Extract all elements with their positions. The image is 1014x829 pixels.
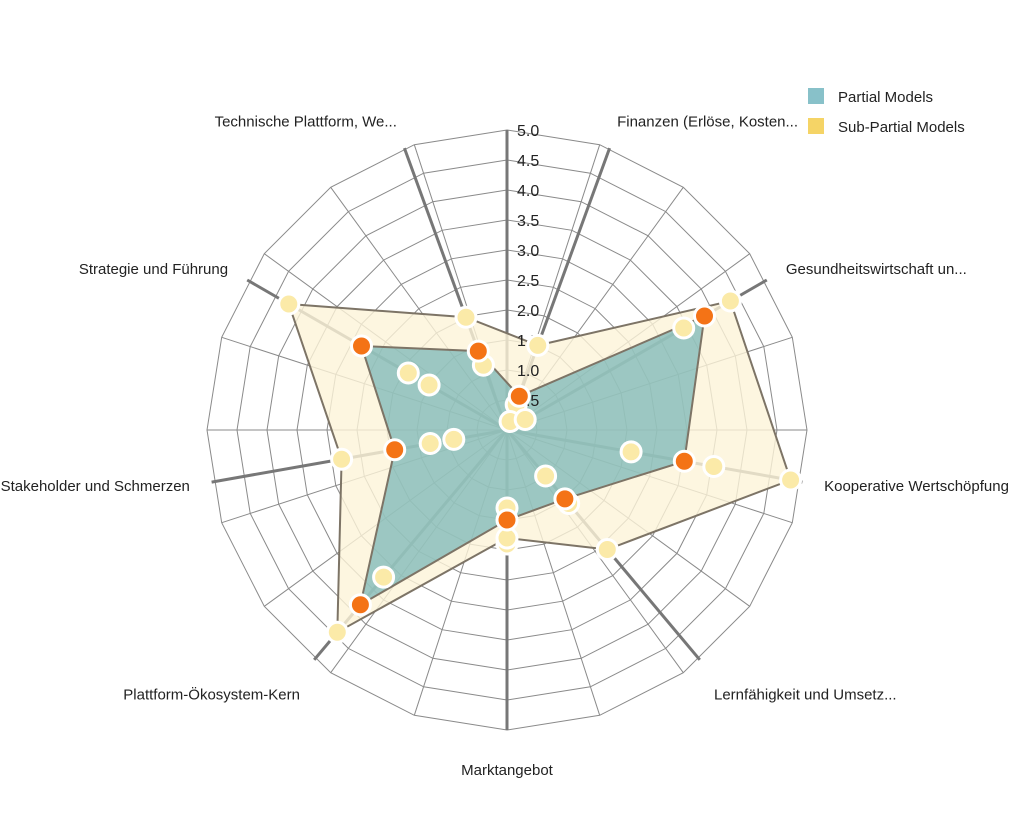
tick-label: 2.5 — [517, 273, 539, 290]
sub-partial-models-point[interactable] — [526, 333, 550, 357]
axis-label: Finanzen (Erlöse, Kosten... — [617, 113, 798, 130]
tick-label: 1.0 — [517, 363, 539, 380]
data-point[interactable] — [396, 361, 420, 385]
legend-swatch-sub-partial-models[interactable] — [808, 118, 824, 134]
legend: Partial Models Sub-Partial Models — [808, 88, 965, 136]
sub-partial-models-point[interactable] — [454, 305, 478, 329]
partial-models-point[interactable] — [507, 384, 531, 408]
partial-models-point[interactable] — [466, 339, 490, 363]
partial-models-point[interactable] — [693, 304, 716, 328]
axis-label: Gesundheitswirtschaft un... — [786, 261, 967, 278]
tick-label: 4.0 — [517, 183, 539, 200]
tick-label: 2.0 — [517, 303, 539, 320]
partial-models-point[interactable] — [348, 593, 372, 617]
axis-labels: Finanzen (Erlöse, Kosten... Gesundheitswi… — [1, 113, 1009, 779]
sub-partial-models-point[interactable] — [718, 289, 742, 313]
axis-label: Lernfähigkeit und Umsetz... — [714, 687, 897, 704]
sub-partial-models-point[interactable] — [330, 447, 354, 471]
axis-label: Kooperative Wertschöpfung — [824, 478, 1009, 495]
partial-models-point[interactable] — [350, 334, 373, 358]
axis-label: Technische Plattform, We... — [215, 113, 397, 130]
sub-partial-models-point[interactable] — [779, 468, 803, 492]
axis-label: Marktangebot — [461, 762, 554, 779]
tick-label: 5.0 — [517, 123, 539, 140]
sub-partial-models-point[interactable] — [595, 538, 619, 561]
data-point[interactable] — [418, 432, 442, 455]
partial-models-point[interactable] — [553, 487, 577, 511]
tick-label: 3.0 — [517, 243, 539, 260]
data-points — [277, 289, 803, 644]
legend-label-partial-models[interactable]: Partial Models — [838, 89, 933, 106]
legend-swatch-partial-models[interactable] — [808, 88, 824, 104]
data-point[interactable] — [534, 464, 558, 488]
sub-partial-models-point[interactable] — [325, 620, 349, 644]
partial-models-point[interactable] — [495, 508, 519, 532]
data-point[interactable] — [442, 427, 466, 451]
data-point[interactable] — [619, 440, 643, 464]
series-area-partial-models — [358, 314, 706, 607]
axis-label: Stakeholder und Schmerzen — [1, 478, 190, 495]
data-point[interactable] — [372, 565, 396, 589]
legend-label-sub-partial-models[interactable]: Sub-Partial Models — [838, 119, 965, 136]
radial-ticks: 0.51.01.52.02.53.03.54.04.55.0 — [517, 123, 539, 410]
data-point[interactable] — [672, 316, 696, 340]
partial-models-point[interactable] — [383, 438, 407, 462]
axis-label: Strategie und Führung — [79, 261, 228, 278]
sub-partial-models-point[interactable] — [277, 292, 301, 316]
partial-models-point[interactable] — [672, 449, 696, 473]
data-point[interactable] — [702, 455, 726, 478]
axis-label: Plattform-Ökosystem-Kern — [123, 686, 300, 704]
data-point[interactable] — [417, 373, 441, 397]
tick-label: 4.5 — [517, 153, 539, 170]
tick-label: 3.5 — [517, 213, 539, 230]
data-point[interactable] — [513, 408, 537, 431]
